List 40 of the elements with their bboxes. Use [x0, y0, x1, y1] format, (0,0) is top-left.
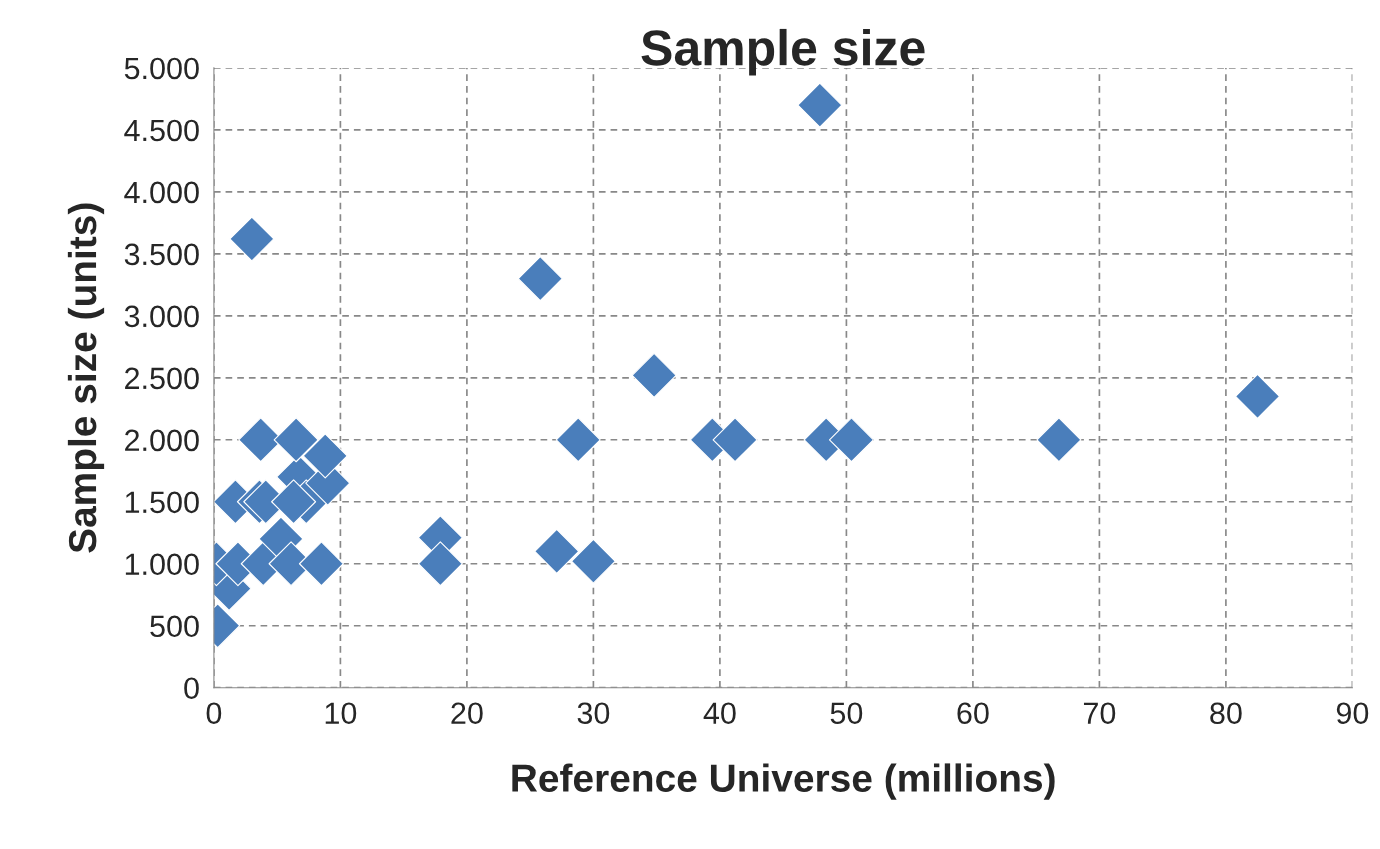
x-tick-label: 60	[957, 702, 989, 725]
y-tick-label: 1.000	[125, 553, 199, 576]
x-tick-label: 80	[1210, 702, 1242, 725]
y-tick-label: 3.500	[124, 243, 199, 266]
point	[555, 417, 601, 463]
y-axis-title: Sample size (units)	[67, 203, 105, 553]
y-tick-label: 2.500	[125, 367, 199, 390]
y-tick-label: 5.000	[124, 57, 199, 80]
point	[417, 541, 463, 587]
point	[570, 538, 616, 584]
y-tick-label: 3.000	[124, 305, 199, 328]
x-tick-label: 30	[577, 702, 610, 725]
x-tick-label: 90	[1336, 702, 1369, 725]
y-tick-label: 4.000	[124, 181, 199, 204]
y-tick-label: 0	[184, 677, 199, 700]
point	[797, 82, 843, 128]
y-tick-label: 4.500	[124, 119, 199, 142]
point	[517, 256, 563, 302]
point	[828, 417, 874, 463]
point	[1036, 417, 1082, 463]
x-tick-label: 10	[325, 702, 357, 725]
chart-title: Sample size	[641, 28, 925, 76]
x-tick-label: 70	[1083, 702, 1116, 725]
x-tick-label: 50	[830, 702, 863, 725]
point	[273, 417, 319, 463]
x-tick-label: 20	[451, 702, 483, 725]
point	[631, 352, 677, 398]
point	[298, 541, 344, 587]
y-tick-label: 2.000	[125, 429, 199, 452]
point	[271, 479, 317, 525]
point	[712, 417, 758, 463]
point	[1235, 373, 1281, 419]
y-tick-label: 500	[150, 615, 199, 638]
x-tick-label: 40	[703, 702, 736, 725]
x-axis-title: Reference Universe (millions)	[512, 763, 1055, 800]
y-tick-label: 1.500	[125, 491, 199, 514]
x-tick-label: 0	[206, 702, 222, 725]
point	[302, 433, 348, 479]
point	[534, 528, 580, 574]
point	[229, 216, 275, 262]
